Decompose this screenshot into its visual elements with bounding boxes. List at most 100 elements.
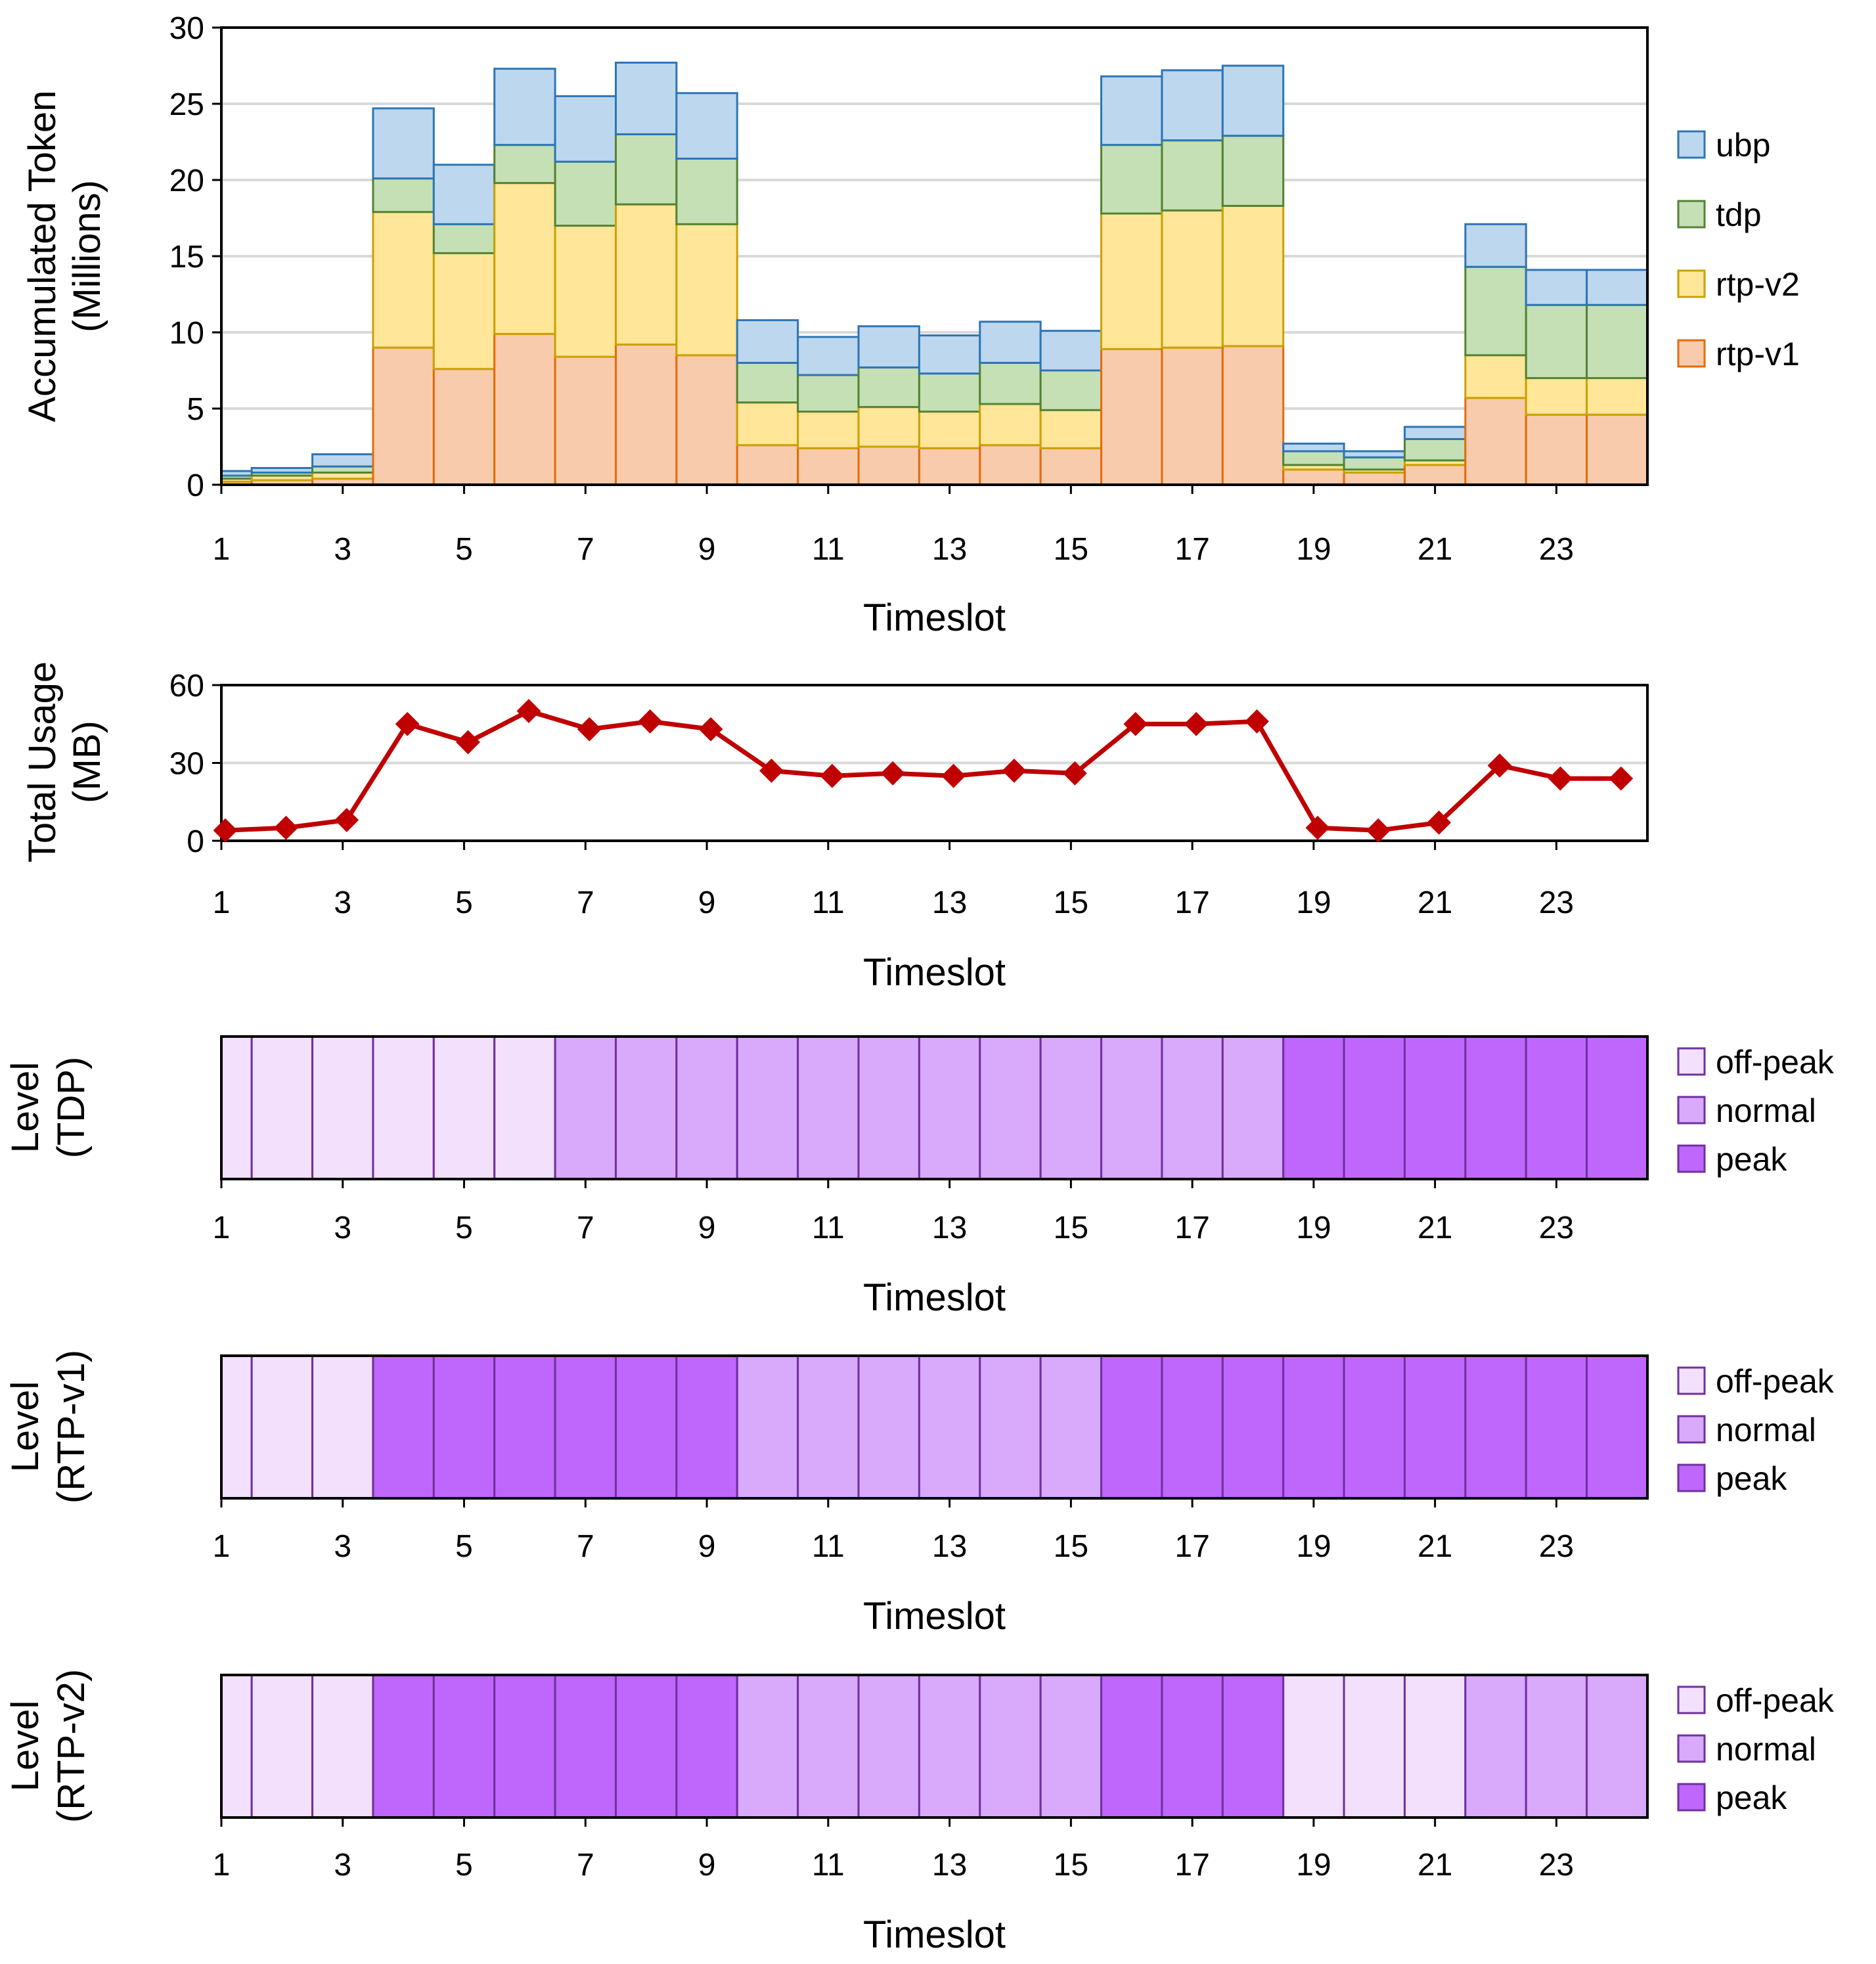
bar-rtp-v2[interactable] [979, 403, 1042, 447]
density-cell-peak[interactable] [1525, 1035, 1588, 1180]
density-cell-normal[interactable] [1039, 1354, 1103, 1500]
density-cell-normal[interactable] [554, 1035, 617, 1180]
bar-rtp-v2[interactable] [614, 203, 678, 346]
bar-ubp[interactable] [736, 319, 799, 364]
data-point[interactable] [213, 818, 238, 843]
density-cell-normal[interactable] [979, 1674, 1042, 1819]
bar-ubp[interactable] [493, 68, 556, 146]
data-point[interactable] [1548, 766, 1573, 791]
bar-tdp[interactable] [1221, 135, 1285, 207]
data-point[interactable] [1245, 709, 1269, 734]
bar-ubp[interactable] [372, 107, 435, 180]
bar-ubp[interactable] [554, 95, 617, 163]
density-cell-peak[interactable] [372, 1354, 435, 1500]
density-cell-peak[interactable] [1464, 1035, 1527, 1180]
bar-rtp-v1[interactable] [1525, 413, 1588, 486]
data-point[interactable] [941, 763, 966, 788]
bar-tdp[interactable] [554, 160, 617, 227]
bar-tdp[interactable] [1464, 265, 1527, 357]
density-cell-peak[interactable] [1161, 1674, 1224, 1819]
bar-rtp-v1[interactable] [1161, 346, 1224, 486]
bar-tdp[interactable] [1039, 369, 1103, 411]
density-cell-peak[interactable] [1100, 1354, 1163, 1500]
bar-rtp-v2[interactable] [1161, 209, 1224, 349]
density-cell-normal[interactable] [979, 1035, 1042, 1180]
bar-rtp-v1[interactable] [1221, 345, 1285, 486]
data-point[interactable] [577, 717, 602, 742]
density-cell-off-peak[interactable] [220, 1354, 253, 1500]
density-cell-normal[interactable] [1161, 1035, 1224, 1180]
bar-rtp-v1[interactable] [554, 355, 617, 486]
bar-tdp[interactable] [736, 361, 799, 404]
density-cell-normal[interactable] [797, 1035, 860, 1180]
density-cell-peak[interactable] [1464, 1354, 1527, 1500]
data-point[interactable] [638, 709, 663, 734]
density-cell-peak[interactable] [1282, 1354, 1345, 1500]
density-cell-peak[interactable] [554, 1674, 617, 1819]
data-point[interactable] [1427, 810, 1452, 835]
bar-ubp[interactable] [1161, 69, 1224, 142]
density-cell-peak[interactable] [1282, 1035, 1345, 1180]
bar-rtp-v2[interactable] [493, 182, 556, 335]
data-point[interactable] [820, 763, 845, 788]
bar-rtp-v2[interactable] [1221, 204, 1285, 347]
density-cell-peak[interactable] [675, 1354, 738, 1500]
density-cell-peak[interactable] [1221, 1674, 1285, 1819]
bar-ubp[interactable] [797, 336, 860, 376]
density-cell-normal[interactable] [1100, 1035, 1163, 1180]
density-cell-normal[interactable] [1039, 1674, 1103, 1819]
density-cell-off-peak[interactable] [311, 1674, 374, 1819]
bar-rtp-v1[interactable] [675, 354, 738, 486]
bar-rtp-v2[interactable] [554, 225, 617, 358]
bar-ubp[interactable] [1403, 426, 1467, 440]
density-cell-off-peak[interactable] [1282, 1674, 1345, 1819]
bar-rtp-v2[interactable] [432, 252, 496, 370]
density-cell-normal[interactable] [675, 1035, 738, 1180]
density-cell-peak[interactable] [1586, 1354, 1649, 1500]
bar-rtp-v2[interactable] [918, 411, 981, 449]
density-cell-normal[interactable] [736, 1674, 799, 1819]
data-point[interactable] [395, 711, 420, 736]
bar-rtp-v2[interactable] [1525, 377, 1588, 416]
density-cell-peak[interactable] [1403, 1354, 1467, 1500]
bar-rtp-v1[interactable] [493, 332, 556, 486]
density-cell-normal[interactable] [1464, 1674, 1527, 1819]
bar-rtp-v2[interactable] [1100, 212, 1163, 351]
bar-ubp[interactable] [311, 453, 374, 468]
density-cell-off-peak[interactable] [220, 1035, 253, 1180]
density-cell-normal[interactable] [797, 1674, 860, 1819]
bar-rtp-v1[interactable] [1343, 471, 1406, 486]
data-point[interactable] [759, 758, 784, 783]
bar-ubp[interactable] [1525, 269, 1588, 306]
data-point[interactable] [1609, 766, 1634, 791]
density-cell-off-peak[interactable] [250, 1035, 314, 1180]
bar-rtp-v1[interactable] [372, 346, 435, 486]
density-cell-peak[interactable] [1100, 1674, 1163, 1819]
data-point[interactable] [1184, 711, 1209, 736]
density-cell-off-peak[interactable] [311, 1354, 374, 1500]
bar-rtp-v1[interactable] [1039, 447, 1103, 486]
density-cell-peak[interactable] [1161, 1354, 1224, 1500]
density-cell-peak[interactable] [1525, 1354, 1588, 1500]
data-point[interactable] [1487, 753, 1512, 778]
density-cell-normal[interactable] [1039, 1035, 1103, 1180]
bar-tdp[interactable] [797, 374, 860, 413]
bar-rtp-v2[interactable] [797, 411, 860, 449]
bar-tdp[interactable] [979, 361, 1042, 405]
data-point[interactable] [273, 815, 298, 840]
bar-ubp[interactable] [857, 325, 920, 368]
density-cell-off-peak[interactable] [250, 1354, 314, 1500]
data-point[interactable] [1002, 758, 1027, 783]
bar-tdp[interactable] [1343, 456, 1406, 471]
density-cell-off-peak[interactable] [493, 1035, 556, 1180]
density-cell-normal[interactable] [918, 1035, 981, 1180]
density-cell-off-peak[interactable] [1403, 1674, 1467, 1819]
bar-rtp-v2[interactable] [736, 401, 799, 447]
density-cell-normal[interactable] [614, 1035, 678, 1180]
data-point[interactable] [516, 699, 541, 723]
bar-ubp[interactable] [1586, 269, 1649, 306]
density-cell-peak[interactable] [432, 1674, 496, 1819]
bar-ubp[interactable] [1282, 442, 1345, 453]
bar-tdp[interactable] [432, 223, 496, 254]
bar-rtp-v1[interactable] [797, 447, 860, 486]
